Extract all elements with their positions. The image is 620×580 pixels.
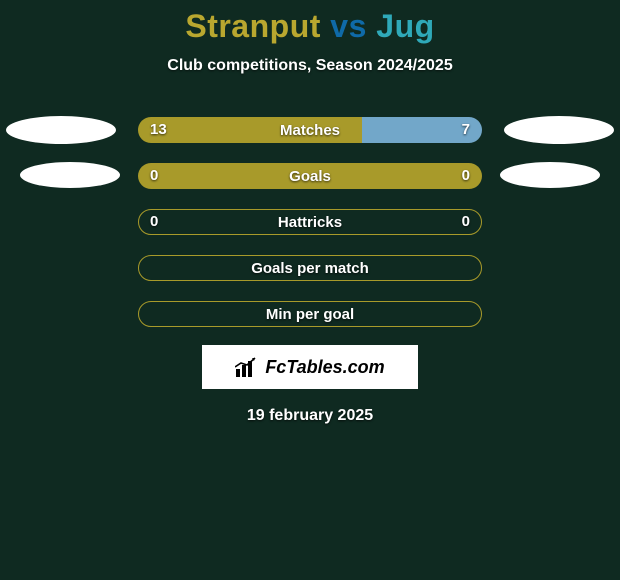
stat-value-right: 7 (462, 121, 470, 138)
stat-rows: Matches137Goals00Hattricks00Goals per ma… (0, 107, 620, 337)
stat-bar-left (138, 117, 362, 143)
stat-pill: Matches (138, 117, 482, 143)
stat-value-right: 0 (462, 167, 470, 184)
page-title: Stranput vs Jug (0, 0, 620, 45)
stat-label: Hattricks (139, 210, 481, 234)
stat-row: Min per goal (0, 291, 620, 337)
stat-pill: Goals per match (138, 255, 482, 281)
chart-icon (235, 357, 261, 377)
team-a-name: Stranput (185, 8, 321, 44)
stat-row: Hattricks0 0 (0, 199, 620, 245)
stat-value-left: 13 (150, 121, 167, 138)
stat-row: Goals per match (0, 245, 620, 291)
brand-box: FcTables.com (202, 345, 418, 389)
stat-label: Min per goal (139, 302, 481, 326)
stat-value-right: 0 (462, 213, 470, 230)
stat-pill: Goals (138, 163, 482, 189)
infographic-canvas: Stranput vs Jug Club competitions, Seaso… (0, 0, 620, 580)
stat-value-left: 0 (150, 167, 158, 184)
stat-bar-left (138, 163, 310, 189)
date-label: 19 february 2025 (0, 407, 620, 425)
team-a-badge (20, 162, 120, 188)
brand-text: FcTables.com (265, 357, 384, 378)
team-b-badge (500, 162, 600, 188)
stat-pill: Hattricks (138, 209, 482, 235)
subheading: Club competitions, Season 2024/2025 (0, 57, 620, 75)
team-b-badge (504, 116, 614, 144)
stat-row: Goals0 0 (0, 153, 620, 199)
stat-pill: Min per goal (138, 301, 482, 327)
stat-label: Goals per match (139, 256, 481, 280)
stat-row: Matches13 7 (0, 107, 620, 153)
stat-bar-right (310, 163, 482, 189)
team-a-badge (6, 116, 116, 144)
team-b-name: Jug (376, 8, 434, 44)
stat-value-left: 0 (150, 213, 158, 230)
vs-label: vs (330, 8, 367, 44)
